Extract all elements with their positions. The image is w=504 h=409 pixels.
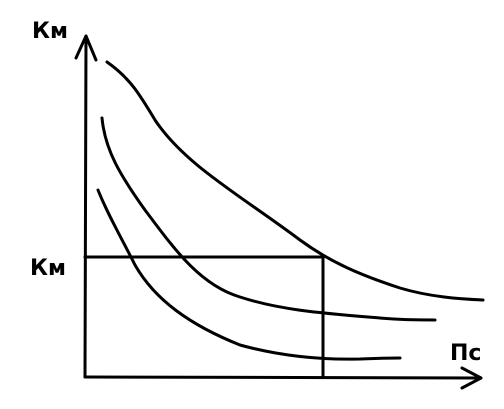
curve-bottom: [96, 188, 402, 361]
x-axis-arrow: [460, 366, 483, 390]
y-axis-label: Км: [32, 19, 68, 44]
y-axis-arrow: [74, 34, 98, 62]
x-axis: [83, 375, 482, 380]
point-y-label: Км: [30, 256, 66, 281]
x-axis-label: Пс: [450, 341, 481, 366]
curve-top: [105, 60, 485, 302]
y-axis: [83, 34, 88, 379]
curve-middle: [100, 116, 437, 322]
